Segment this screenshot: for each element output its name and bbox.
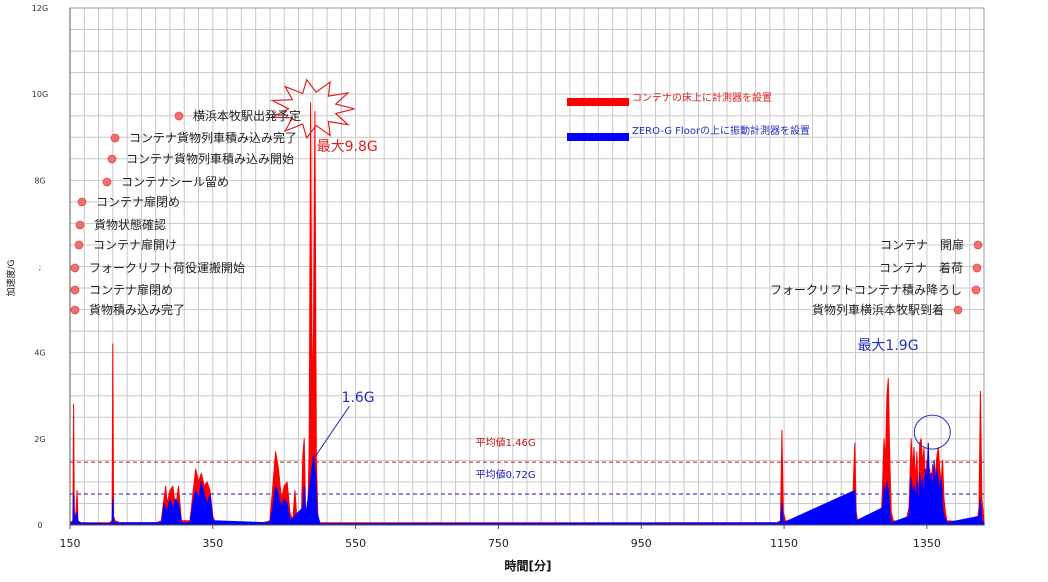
event-marker-dot (953, 305, 963, 315)
max-red-label: 最大9.8G (317, 139, 378, 155)
event-label: 貨物積み込み完了 (89, 302, 185, 317)
y-tick-label: 10G (32, 90, 48, 99)
legend-swatch-blue (567, 133, 629, 141)
event-label: コンテナ貨物列車積み込み開始 (126, 151, 294, 166)
event-marker-dot (77, 197, 87, 207)
event-label: コンテナ貨物列車積み込み完了 (129, 130, 297, 145)
grid-layer (69, 7, 985, 526)
y-tick-label: 2G (34, 435, 45, 444)
average-label: 平均値0.72G (476, 468, 536, 481)
legend: コンテナの床上に計測器を設置 ZERO-G Floorの上に振動計測器を設置 (567, 91, 810, 141)
event-label: コンテナ扉開け (93, 238, 177, 252)
event-marker-dot (107, 154, 117, 164)
event-marker-dot (74, 240, 84, 250)
legend-label-blue: ZERO-G Floorの上に振動計測器を設置 (632, 124, 810, 137)
event-marker-dot (971, 285, 981, 295)
axis-layer: 150 350 550 750 950 1150 1350 0 2G 4G; 8G 10G 12G (32, 4, 984, 550)
x-tick-label: 950 (631, 537, 652, 550)
event-label: コンテナ 着荷 (879, 260, 963, 275)
x-tick-label: 1150 (770, 537, 798, 550)
event-label: 横浜本牧駅出発予定 (193, 108, 301, 123)
event-layer: 横浜本牧駅出発予定コンテナ貨物列車積み込み完了コンテナ貨物列車積み込み開始コンテ… (70, 108, 983, 317)
burst-icon (269, 78, 355, 140)
x-axis-title: 時間[分] (505, 558, 552, 573)
annotation-layer: 最大9.8G 1.6G 最大1.9G (269, 78, 951, 457)
y-tick-label: 4G (34, 349, 45, 358)
event-label: コンテナシール留め (121, 175, 229, 189)
max-blue-circle (913, 414, 951, 450)
event-label: コンテナ扉閉め (96, 195, 180, 209)
event-marker-dot (70, 263, 80, 273)
event-marker-dot (70, 285, 80, 295)
y-tick-label: ; (39, 263, 42, 272)
event-marker-dot (973, 240, 983, 250)
legend-swatch-red (567, 98, 629, 106)
event-label: 貨物状態確認 (94, 217, 166, 232)
event-marker-dot (102, 177, 112, 187)
legend-label-red: コンテナの床上に計測器を設置 (632, 91, 772, 104)
event-marker-dot (174, 111, 184, 121)
average-lines: 平均値1.46G 平均値0.72G (70, 436, 984, 495)
y-axis-title: 加速度/G (5, 259, 17, 296)
x-tick-label: 1350 (913, 537, 941, 550)
event-marker-dot (75, 220, 85, 230)
event-label: コンテナ扉閉め (89, 283, 173, 297)
x-tick-label: 550 (345, 537, 366, 550)
peak-blue-pointer (315, 405, 350, 457)
average-label: 平均値1.46G (476, 436, 536, 449)
event-label: フォークリフト荷役運搬開始 (89, 260, 245, 275)
y-tick-label: 0 (37, 521, 42, 530)
event-label: コンテナ 開扉 (880, 238, 964, 252)
event-marker-dot (972, 263, 982, 273)
x-tick-label: 750 (488, 537, 509, 550)
max-blue-label: 最大1.9G (857, 338, 918, 354)
series-layer (69, 102, 985, 526)
event-marker-dot (70, 305, 80, 315)
x-tick-label: 350 (202, 537, 223, 550)
peak-blue-label: 1.6G (341, 390, 374, 406)
y-tick-label: 8G (34, 176, 45, 185)
y-tick-label: 12G (32, 4, 48, 13)
event-label: フォークリフトコンテナ積み降ろし (770, 282, 962, 297)
event-marker-dot (110, 133, 120, 143)
event-label: 貨物列車横浜本牧駅到着 (812, 302, 944, 317)
series-blue-area (69, 442, 985, 526)
x-tick-label: 150 (60, 537, 81, 550)
